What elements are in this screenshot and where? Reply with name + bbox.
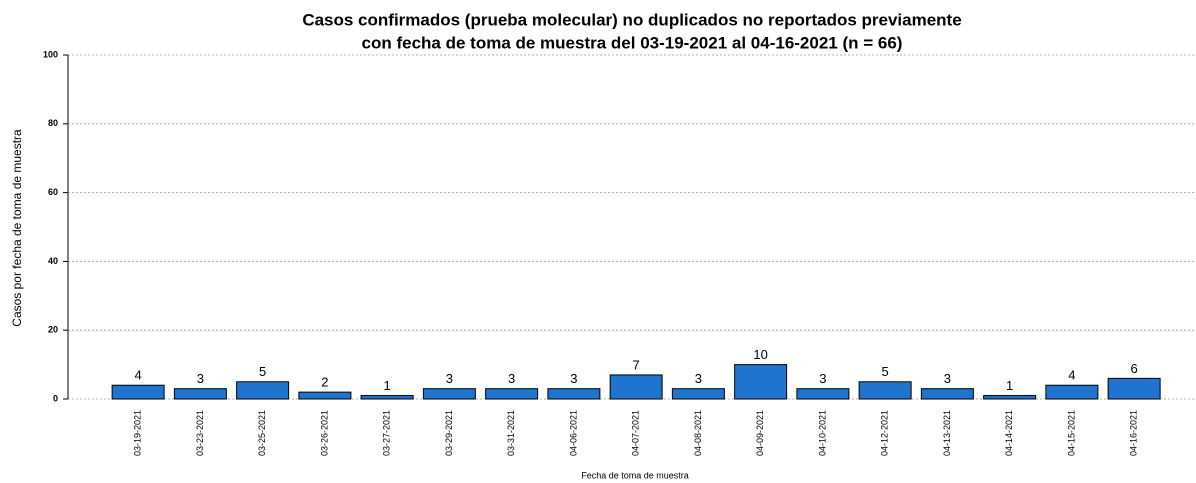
bar [111, 384, 165, 400]
value-label: 3 [695, 371, 702, 386]
value-label: 3 [197, 371, 204, 386]
bar [858, 381, 912, 400]
x-tick-label: 04-13-2021 [942, 410, 952, 456]
x-tick-label: 04-08-2021 [693, 410, 703, 456]
bar [920, 388, 974, 400]
bar [734, 364, 788, 400]
bar [298, 391, 352, 400]
bar [609, 374, 663, 400]
x-tick-label: 03-27-2021 [382, 410, 392, 456]
x-tick-label: 04-16-2021 [1129, 410, 1139, 456]
y-axis-label: Casos por fecha de toma de muestra [10, 129, 24, 327]
bar [173, 388, 227, 400]
x-tick-label: 04-15-2021 [1066, 410, 1076, 456]
value-label: 4 [1068, 368, 1075, 383]
chart-title: con fecha de toma de muestra del 03-19-2… [362, 33, 903, 52]
y-tick-label: 0 [53, 393, 58, 403]
x-tick-label: 03-25-2021 [257, 410, 267, 456]
value-label: 3 [819, 371, 826, 386]
value-label: 3 [446, 371, 453, 386]
bar [1107, 377, 1161, 400]
y-tick-label: 100 [43, 49, 58, 59]
value-label: 7 [633, 357, 640, 372]
x-tick-label: 03-31-2021 [506, 410, 516, 456]
y-tick-label: 80 [48, 118, 58, 128]
x-tick-label: 04-06-2021 [568, 410, 578, 456]
x-tick-label: 04-07-2021 [631, 410, 641, 456]
x-axis-label: Fecha de toma de muestra [581, 470, 689, 480]
bar [236, 381, 290, 400]
value-label: 10 [753, 347, 767, 362]
bar [671, 388, 725, 400]
value-label: 1 [384, 378, 391, 393]
x-tick-label: 03-19-2021 [133, 410, 143, 456]
y-tick-label: 40 [48, 256, 58, 266]
bar [796, 388, 850, 400]
x-tick-label: 04-10-2021 [817, 410, 827, 456]
value-label: 4 [135, 368, 142, 383]
value-label: 3 [508, 371, 515, 386]
value-label: 5 [882, 364, 889, 379]
bar [1045, 384, 1099, 400]
bar [983, 395, 1037, 400]
value-label: 3 [570, 371, 577, 386]
value-label: 3 [944, 371, 951, 386]
y-tick-label: 20 [48, 325, 58, 335]
value-label: 6 [1131, 361, 1138, 376]
bar [422, 388, 476, 400]
value-label: 2 [321, 375, 328, 390]
bar [360, 395, 414, 400]
y-tick-label: 60 [48, 187, 58, 197]
value-label: 1 [1006, 378, 1013, 393]
x-tick-label: 03-26-2021 [319, 410, 329, 456]
x-tick-label: 03-29-2021 [444, 410, 454, 456]
bar [547, 388, 601, 400]
chart-title: Casos confirmados (prueba molecular) no … [302, 10, 961, 29]
x-tick-label: 04-14-2021 [1004, 410, 1014, 456]
bar [485, 388, 539, 400]
value-label: 5 [259, 364, 266, 379]
x-tick-label: 03-23-2021 [195, 410, 205, 456]
x-tick-label: 04-12-2021 [880, 410, 890, 456]
x-tick-label: 04-09-2021 [755, 410, 765, 456]
